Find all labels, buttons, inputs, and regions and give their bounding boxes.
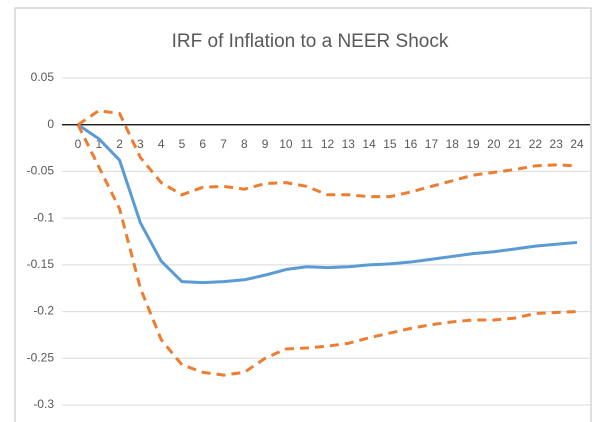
- x-tick-label: 22: [529, 137, 543, 151]
- y-tick-label: 0: [47, 117, 54, 131]
- x-tick-label: 7: [220, 137, 227, 151]
- x-tick-label: 3: [137, 137, 144, 151]
- line-series: [77, 123, 578, 285]
- x-tick-label: 15: [383, 137, 397, 151]
- x-tick-label: 16: [404, 137, 418, 151]
- y-tick-label: -0.2: [33, 304, 54, 318]
- x-tick-label: 8: [241, 137, 248, 151]
- x-tick-label: 5: [179, 137, 186, 151]
- x-tick-label: 9: [262, 137, 269, 151]
- x-tick-label: 19: [466, 137, 480, 151]
- x-tick-label: 1: [95, 137, 102, 151]
- x-tick-label: 4: [158, 137, 165, 151]
- y-tick-label: 0.05: [31, 70, 55, 84]
- x-tick-label: 18: [446, 137, 460, 151]
- x-tick-label: 21: [508, 137, 522, 151]
- x-tick-label: 2: [116, 137, 123, 151]
- line-series: [76, 124, 578, 377]
- x-tick-label: 24: [570, 137, 584, 151]
- x-tick-label: 6: [199, 137, 206, 151]
- x-tick-label: 17: [425, 137, 439, 151]
- y-tick-label: -0.3: [33, 397, 54, 411]
- x-tick-label: 13: [342, 137, 356, 151]
- x-tick-label: 23: [550, 137, 564, 151]
- x-tick-label: 20: [487, 137, 501, 151]
- y-tick-label: -0.15: [27, 257, 55, 271]
- x-tick-label: 10: [279, 137, 293, 151]
- y-tick-label: -0.1: [33, 210, 54, 224]
- x-tick-label: 0: [75, 137, 82, 151]
- x-tick-label: 11: [300, 137, 313, 151]
- x-tick-label: 12: [321, 137, 335, 151]
- chart-border: [14, 7, 592, 422]
- chart-title: IRF of Inflation to a NEER Shock: [172, 31, 449, 52]
- y-tick-label: -0.25: [27, 350, 55, 364]
- line-series: [77, 109, 578, 199]
- x-tick-label: 14: [362, 137, 376, 151]
- y-tick-label: -0.05: [27, 164, 55, 178]
